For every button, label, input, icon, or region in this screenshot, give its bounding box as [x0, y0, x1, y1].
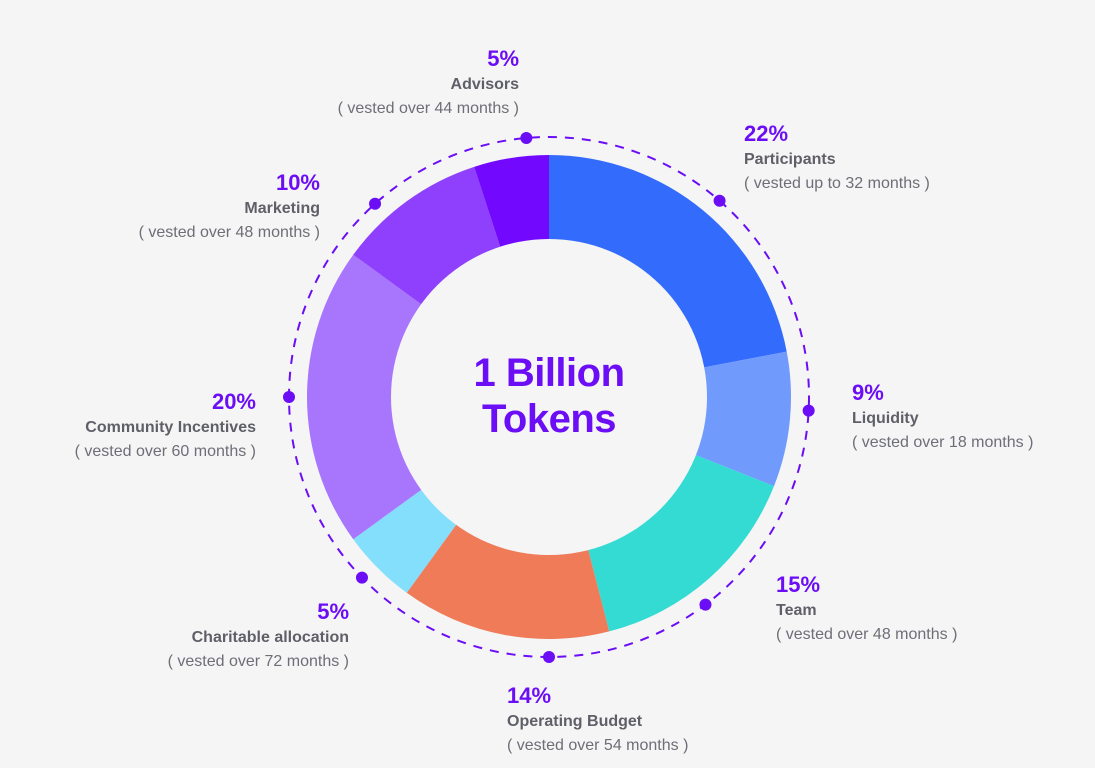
marker-dot-marketing	[369, 197, 382, 210]
operating-budget-name: Operating Budget	[507, 713, 643, 730]
label-charitable-allocation: 5% Charitable allocation ( vested over 7…	[168, 601, 349, 670]
label-advisors: 5% Advisors ( vested over 44 months )	[338, 48, 519, 117]
charitable-name: Charitable allocation	[191, 629, 349, 646]
marker-dot-community	[283, 391, 295, 403]
team-name: Team	[776, 602, 817, 619]
center-line-2: Tokens	[481, 397, 617, 441]
chart-center-title: 1 Billion Tokens	[399, 350, 699, 442]
advisors-name: Advisors	[450, 76, 519, 93]
center-line-1: 1 Billion	[473, 351, 625, 395]
marker-dot-liquidity	[802, 404, 815, 417]
label-liquidity: 9% Liquidity ( vested over 18 months )	[852, 382, 1033, 451]
marker-dot-operating-budget	[543, 651, 555, 663]
liquidity-name: Liquidity	[852, 410, 919, 427]
participants-vesting: ( vested up to 32 months )	[744, 175, 930, 192]
team-vesting: ( vested over 48 months )	[776, 626, 958, 643]
liquidity-percent: 9%	[852, 380, 884, 405]
marketing-vesting: ( vested over 48 months )	[138, 224, 320, 241]
label-operating-budget: 14% Operating Budget ( vested over 54 mo…	[507, 685, 688, 754]
community-vesting: ( vested over 60 months )	[74, 443, 256, 460]
marketing-name: Marketing	[244, 200, 320, 217]
advisors-vesting: ( vested over 44 months )	[337, 100, 519, 117]
charitable-vesting: ( vested over 72 months )	[167, 653, 349, 670]
donut-hole	[391, 239, 707, 555]
charitable-percent: 5%	[317, 599, 349, 624]
liquidity-vesting: ( vested over 18 months )	[852, 434, 1034, 451]
team-percent: 15%	[776, 572, 821, 597]
marker-dot-participants	[713, 194, 726, 207]
marker-dot-advisors	[520, 131, 533, 144]
community-name: Community Incentives	[85, 419, 256, 436]
operating-budget-vesting: ( vested over 54 months )	[507, 737, 689, 754]
participants-name: Participants	[744, 151, 836, 168]
advisors-percent: 5%	[487, 46, 519, 71]
marker-dot-charitable	[355, 571, 368, 584]
label-community-incentives: 20% Community Incentives ( vested over 6…	[75, 391, 256, 460]
community-percent: 20%	[211, 389, 256, 414]
marker-dot-team	[699, 598, 712, 611]
label-marketing: 10% Marketing ( vested over 48 months )	[139, 172, 320, 241]
marketing-percent: 10%	[275, 170, 320, 195]
operating-budget-percent: 14%	[507, 683, 552, 708]
label-team: 15% Team ( vested over 48 months )	[776, 574, 957, 643]
label-participants: 22% Participants ( vested up to 32 month…	[744, 123, 930, 192]
participants-percent: 22%	[744, 121, 789, 146]
